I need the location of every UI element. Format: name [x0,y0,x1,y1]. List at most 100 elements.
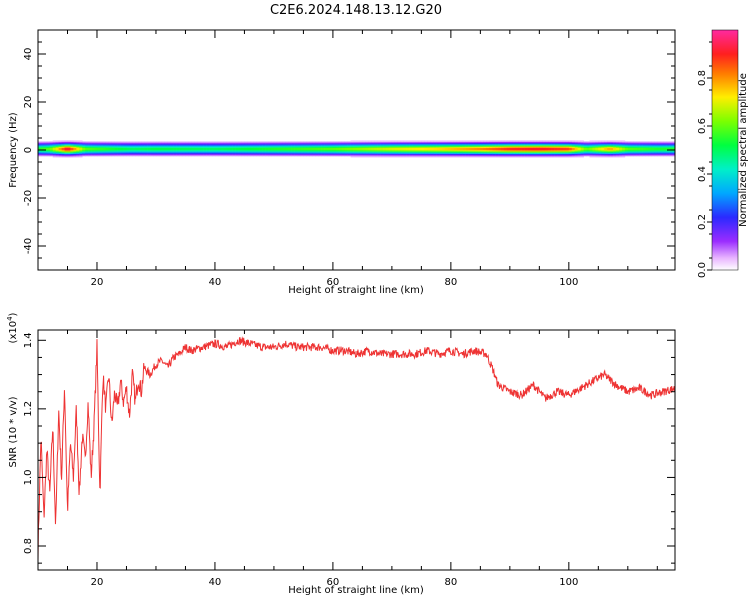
spectrogram-cell [524,148,528,151]
spectrogram-cell [654,147,658,150]
spectrogram-cell [217,148,222,151]
spectrogram-cell [209,150,213,152]
spectrogram-cell [43,151,48,153]
spectrogram-cell [182,150,186,152]
spectrogram-cell [663,150,667,152]
spectrogram-cell [170,152,174,154]
spectrogram-cell [135,150,139,152]
spectrogram-cell [651,151,655,153]
spectrogram-cell [613,156,617,158]
spectrogram-cell [583,152,587,154]
spectrogram-cell [394,146,399,148]
spectrogram-cell [518,142,522,145]
spectrogram-cell [495,141,499,144]
spectrogram-cell [424,145,428,147]
spectrogram-cell [436,146,440,148]
spectrogram-cell [618,152,623,154]
spectrogram-cell [527,151,531,153]
spectrogram-cell [297,151,301,153]
spectrogram-cell [418,142,422,145]
spectrogram-cell [350,140,354,142]
spectrogram-cell [539,140,543,142]
snr-y-axis-label: SNR (10 * v/v) [8,396,19,467]
spectrogram-cell [427,156,431,158]
spectrogram-cell [371,156,375,158]
spectrogram-cell [624,153,629,156]
spectrogram-cell [212,141,216,144]
spectrogram-cell [571,145,576,147]
spectrogram-cell [506,145,511,147]
spectrogram-cell [256,153,260,156]
spectrogram-cell [498,144,502,146]
spectrogram-cell [533,156,537,158]
spectrogram-cell [577,147,581,150]
spectrogram-cell [105,154,110,157]
spectrogram-cell [321,142,325,145]
spectrogram-cell [424,156,428,158]
spectrogram-cell [306,142,310,145]
spectrogram-cell [105,150,110,152]
spectrogram-cell [223,147,228,150]
spectrogram-cell [176,145,180,147]
spectrogram-cell [129,142,133,145]
spectrogram-cell [79,153,83,156]
spectrogram-cell [610,147,614,150]
spectrogram-cell [530,156,534,158]
spectrogram-cell [474,153,478,156]
spectrogram-cell [442,147,446,150]
spectrogram-cell [642,148,646,151]
spectrogram-cell [536,144,540,146]
spectrogram-cell [108,150,113,152]
spectrogram-cell [548,153,552,156]
spectrogram-cell [471,141,475,144]
spectrogram-cell [571,141,576,144]
spectrogram-cell [489,144,493,146]
spectrogram-cell [557,150,561,152]
spectrogram-cell [144,152,148,154]
spectrogram-cell [618,145,623,147]
spectrogram-cell [327,145,331,147]
spectrogram-cell [347,152,351,154]
spectrogram-cell [359,144,363,146]
spectrogram-cell [648,152,652,154]
spectrogram-cell [397,156,402,158]
spectrogram-cell [79,142,83,145]
spectrogram-cell [483,156,487,158]
spectrogram-cell [524,142,528,145]
spectrogram-cell [203,154,207,157]
spectrogram-cell [85,146,89,148]
spectrogram-cell [111,152,115,154]
spectrogram-cell [388,151,393,153]
spectrogram-cell [630,148,635,151]
spectrogram-cell [276,147,281,150]
spectrogram-cell [512,150,517,152]
spectrogram-cell [368,152,372,154]
spectrogram-cell [660,147,664,150]
figure-title: C2E6.2024.148.13.12.G20 [270,3,442,18]
spectrogram-cell [486,140,490,142]
spectrogram-cell [82,154,86,157]
spectrogram-cell [138,152,142,154]
spectrogram-cell [209,154,213,157]
spectrogram-cell [46,146,51,148]
spectrogram-cell [209,152,213,154]
spectrogram-cell [610,153,614,156]
spectrogram-cell [489,140,493,142]
spectrogram-cell [474,142,478,145]
spectrogram-cell [509,147,514,150]
spectrogram-cell [666,144,670,146]
spectrogram-cell [433,142,437,145]
spectrogram-cell [624,150,629,152]
spectrogram-cell [521,146,525,148]
spectrogram-cell [589,154,593,157]
spectrogram-cell [557,142,561,145]
spectrogram-cell [442,151,446,153]
spectrogram-cell [394,141,399,144]
spectrogram-cell [601,154,605,157]
spectrogram-cell [58,141,62,144]
spectrogram-cell [548,141,552,144]
spectrogram-cell [256,145,260,147]
spectrogram-cell [580,145,584,147]
spectrogram-cell [406,142,410,145]
spectrogram-cell [577,142,581,145]
